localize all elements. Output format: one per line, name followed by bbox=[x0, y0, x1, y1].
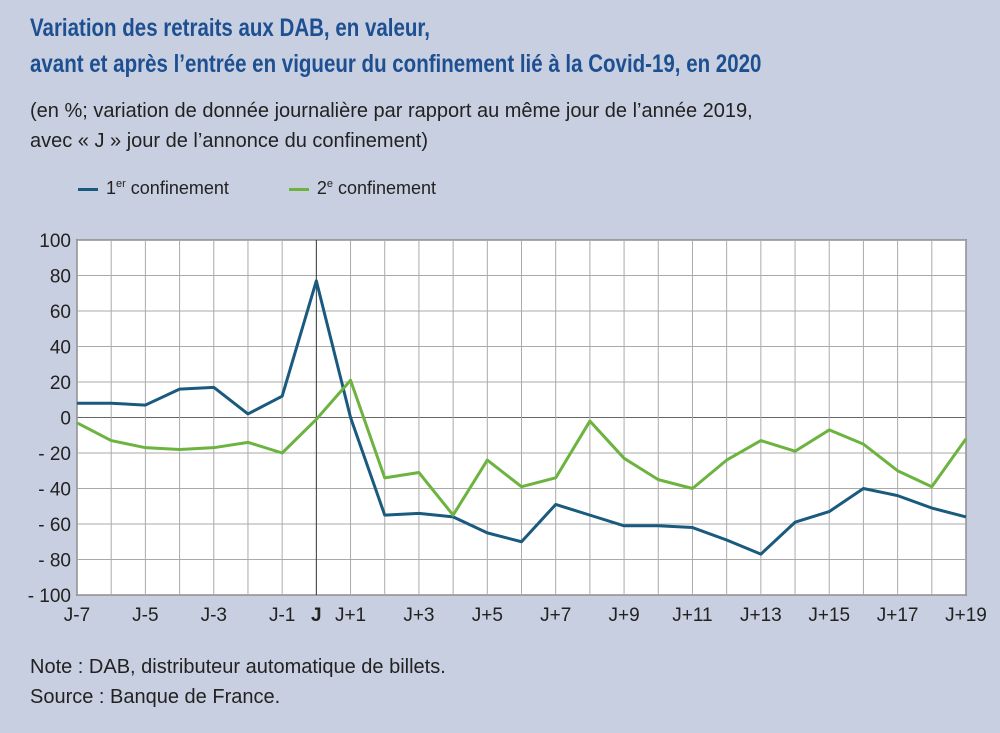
x-tick-label: J+9 bbox=[608, 605, 639, 626]
y-tick-label: 40 bbox=[50, 338, 71, 359]
subtitle-line-1: (en %; variation de donnée journalière p… bbox=[30, 100, 753, 122]
legend-sup: er bbox=[116, 178, 126, 190]
chart-subtitle: (en %; variation de donnée journalière p… bbox=[30, 96, 753, 156]
source: Source : Banque de France. bbox=[30, 686, 281, 708]
legend: 1er confinement 2e confinement bbox=[78, 178, 436, 199]
x-tick-label: J+7 bbox=[540, 605, 571, 626]
y-tick-label: - 20 bbox=[38, 444, 71, 465]
x-tick-label: J+3 bbox=[403, 605, 434, 626]
notes: Note : DAB, distributeur automatique de … bbox=[30, 652, 446, 712]
x-tick-label: J-7 bbox=[64, 605, 90, 626]
legend-sup: e bbox=[326, 178, 333, 190]
x-tick-label: J+5 bbox=[472, 605, 503, 626]
x-tick-label: J+11 bbox=[672, 605, 712, 626]
y-tick-label: 60 bbox=[50, 302, 71, 323]
x-tick-label: J-5 bbox=[132, 605, 158, 626]
x-tick-label: J bbox=[311, 605, 322, 626]
chart-title: Variation des retraits aux DAB, en valeu… bbox=[30, 10, 761, 82]
legend-item-1: 1er confinement bbox=[78, 178, 229, 199]
y-tick-label: - 60 bbox=[38, 515, 71, 536]
y-tick-label: 80 bbox=[50, 267, 71, 288]
legend-swatch bbox=[78, 187, 98, 191]
y-tick-label: - 40 bbox=[38, 480, 71, 501]
legend-swatch bbox=[288, 187, 309, 191]
legend-label: 1 bbox=[106, 178, 117, 198]
x-tick-label: J-1 bbox=[269, 605, 295, 626]
x-tick-label: J-3 bbox=[201, 605, 227, 626]
title-line-1: Variation des retraits aux DAB, en valeu… bbox=[30, 14, 430, 42]
subtitle-line-2: avec « J » jour de l’annonce du confinem… bbox=[30, 130, 429, 152]
y-tick-label: 100 bbox=[39, 231, 71, 252]
y-tick-label: - 100 bbox=[28, 586, 71, 607]
x-tick-label: J+1 bbox=[335, 605, 366, 626]
x-tick-label: J+19 bbox=[945, 605, 987, 626]
legend-item-2: 2e confinement bbox=[288, 178, 437, 199]
legend-label: 2 bbox=[316, 178, 327, 198]
title-line-2: avant et après l’entrée en vigueur du co… bbox=[30, 50, 762, 78]
y-tick-label: - 80 bbox=[38, 551, 71, 572]
x-tick-label: J+17 bbox=[877, 605, 919, 626]
y-tick-label: 20 bbox=[50, 373, 71, 394]
y-tick-label: 0 bbox=[60, 409, 71, 430]
x-tick-label: J+13 bbox=[740, 605, 782, 626]
note: Note : DAB, distributeur automatique de … bbox=[30, 656, 446, 678]
legend-label-rest: confinement bbox=[333, 178, 437, 198]
x-tick-label: J+15 bbox=[808, 605, 850, 626]
legend-label-rest: confinement bbox=[125, 178, 229, 198]
